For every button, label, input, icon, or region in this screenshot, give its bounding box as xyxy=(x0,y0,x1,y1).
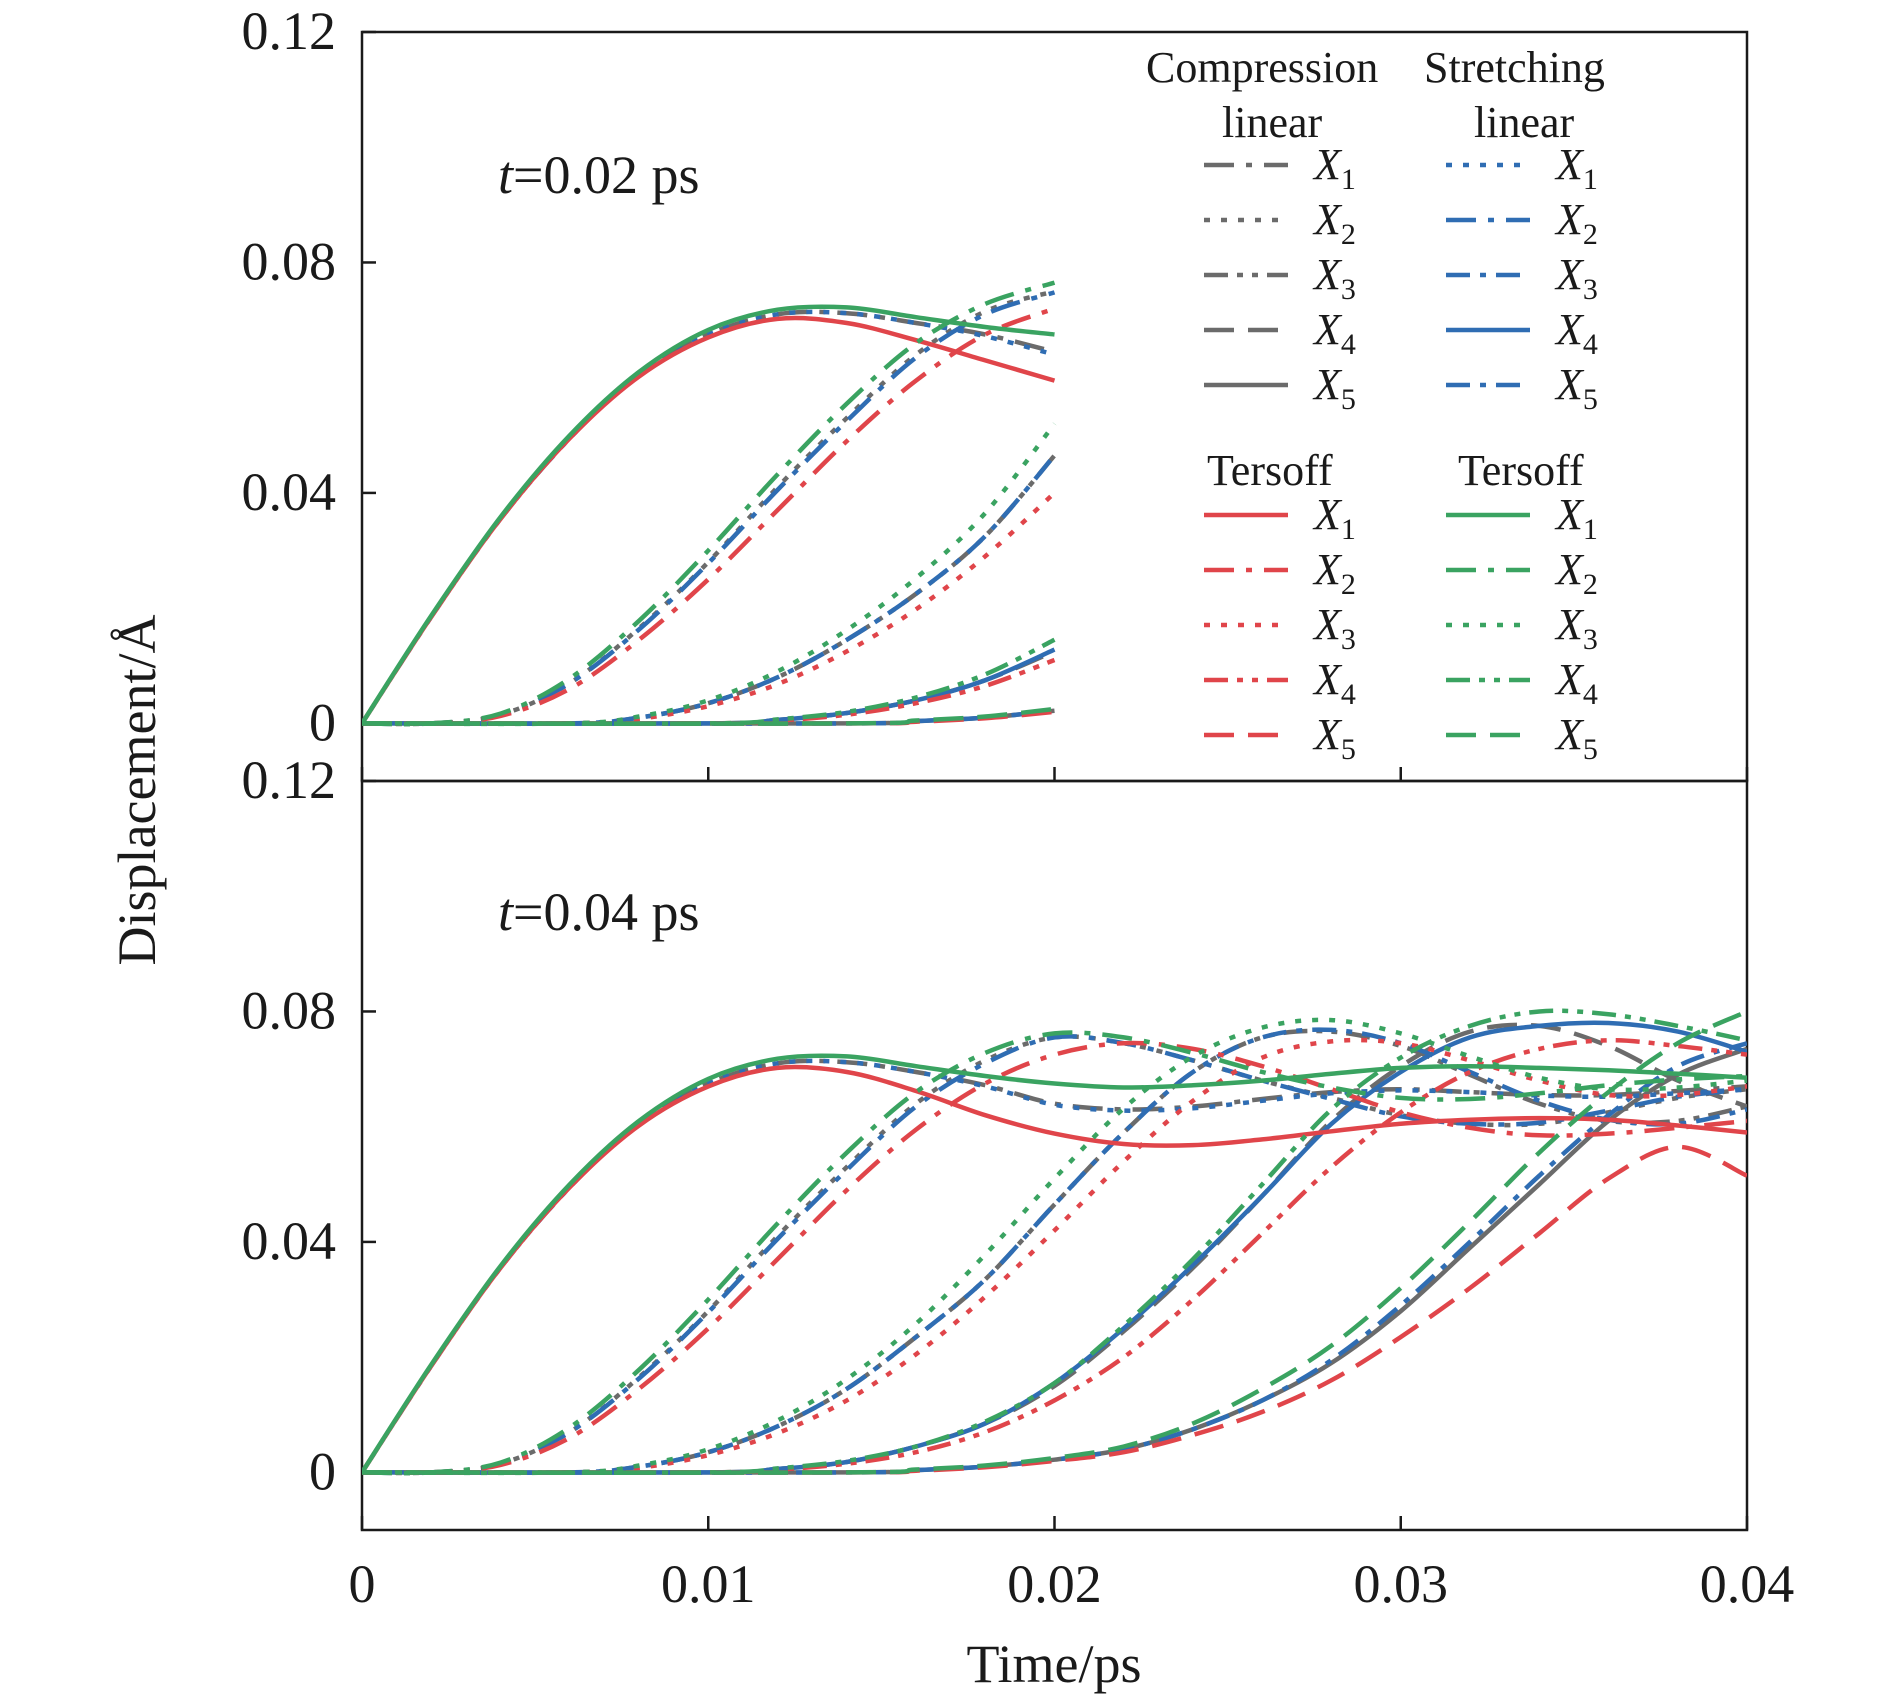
top-panel-axes: 0 0.04 0.08 0.12 xyxy=(242,1,1749,781)
annotation-rest: =0.02 ps xyxy=(513,145,699,205)
legend-entry-label: X5 xyxy=(1554,360,1598,416)
y-tick-label: 0.04 xyxy=(242,1211,337,1271)
series-line-stretching-linear-x5 xyxy=(362,1041,1747,1475)
y-tick-label: 0.12 xyxy=(242,750,337,810)
legend-entry-label: X5 xyxy=(1554,710,1598,766)
series-line-stretching-linear-x4 xyxy=(362,1020,1747,1475)
series-line-compression-tersoff-x5 xyxy=(362,1144,1747,1475)
legend-entry-label: X3 xyxy=(1554,250,1598,306)
top-panel-series xyxy=(362,280,1057,727)
legend-entry-label: X5 xyxy=(1312,360,1356,416)
legend-compression-header: Compression xyxy=(1146,43,1378,92)
series-line-compression-linear-x5 xyxy=(362,1046,1747,1475)
legend: Compression Stretching linear linear Ter… xyxy=(1146,43,1605,766)
legend-stretching-linear-label: linear xyxy=(1474,98,1575,147)
legend-entry-label: X5 xyxy=(1312,710,1356,766)
series-line-compression-tersoff-x1 xyxy=(362,315,1056,725)
y-tick-label: 0.08 xyxy=(242,980,337,1040)
x-tick-label: 0.04 xyxy=(1700,1554,1795,1614)
series-line-stretching-tersoff-x2 xyxy=(362,1030,1747,1476)
series-line-compression-linear-x2 xyxy=(362,289,1056,727)
series-line-stretching-tersoff-x1 xyxy=(362,304,1055,725)
x-tick-label: 0.01 xyxy=(661,1554,756,1614)
legend-stretching-tersoff-label: Tersoff xyxy=(1458,446,1584,495)
bottom-panel-annotation: t=0.04 ps xyxy=(498,882,699,942)
legend-entry-label: X1 xyxy=(1554,140,1598,196)
series-line-stretching-linear-x3 xyxy=(362,454,1057,727)
series-line-stretching-tersoff-x2 xyxy=(362,280,1056,727)
bottom-panel-axes: 0 0.04 0.08 0.12 0 0.01 0.02 0.03 0.04 xyxy=(242,750,1795,1614)
legend-entry-label: X2 xyxy=(1554,545,1598,601)
series-line-compression-tersoff-x3 xyxy=(362,1037,1747,1476)
legend-entry-label: X1 xyxy=(1312,140,1356,196)
legend-entry-label: X1 xyxy=(1312,490,1356,546)
legend-entry-label: X4 xyxy=(1554,655,1598,711)
series-line-compression-linear-x3 xyxy=(362,454,1057,727)
legend-entry-label: X2 xyxy=(1554,195,1598,251)
series-line-compression-linear-x4 xyxy=(362,649,1056,726)
legend-entry-label: X1 xyxy=(1554,490,1598,546)
annotation-italic-t: t xyxy=(498,145,515,205)
annotation-italic-t: t xyxy=(498,882,515,942)
series-line-stretching-tersoff-x5 xyxy=(362,1009,1747,1475)
series-line-stretching-tersoff-x4 xyxy=(362,637,1056,726)
x-axis-label: Time/ps xyxy=(966,1634,1141,1694)
legend-entry-label: X2 xyxy=(1312,545,1356,601)
x-tick-label: 0 xyxy=(349,1554,376,1614)
legend-stretching-header: Stretching xyxy=(1424,43,1605,92)
y-tick-label: 0.04 xyxy=(242,462,337,522)
series-line-stretching-linear-x2 xyxy=(362,1034,1747,1476)
series-line-compression-tersoff-x2 xyxy=(362,306,1056,727)
legend-entry-label: X4 xyxy=(1312,305,1356,361)
series-line-compression-linear-x1 xyxy=(362,309,1056,725)
series-line-compression-tersoff-x1 xyxy=(362,1064,1747,1474)
series-line-stretching-linear-x2 xyxy=(362,290,1056,727)
y-tick-label: 0 xyxy=(309,692,336,752)
series-line-stretching-tersoff-x3 xyxy=(362,1017,1747,1476)
series-line-stretching-tersoff-x4 xyxy=(362,1008,1747,1475)
series-line-compression-tersoff-x2 xyxy=(362,1040,1747,1476)
top-panel-annotation: t=0.02 ps xyxy=(498,145,699,205)
series-line-compression-linear-x2 xyxy=(362,1034,1747,1476)
series-line-stretching-tersoff-x5 xyxy=(362,706,1055,726)
y-axis-label: Displacement/Å xyxy=(107,615,167,966)
legend-entry-label: X3 xyxy=(1312,600,1356,656)
x-tick-label: 0.02 xyxy=(1007,1554,1102,1614)
series-line-stretching-tersoff-x1 xyxy=(362,1053,1747,1474)
y-tick-label: 0.08 xyxy=(242,231,337,291)
series-line-stretching-linear-x4 xyxy=(362,647,1056,726)
series-line-stretching-linear-x1 xyxy=(362,309,1056,725)
legend-entry-label: X4 xyxy=(1312,655,1356,711)
legend-entry-label: X3 xyxy=(1554,600,1598,656)
bottom-panel-series xyxy=(362,1008,1747,1476)
y-tick-label: 0.12 xyxy=(242,1,337,61)
legend-entry-label: X3 xyxy=(1312,250,1356,306)
legend-compression-tersoff-label: Tersoff xyxy=(1207,446,1333,495)
legend-compression-linear-label: linear xyxy=(1222,98,1323,147)
x-tick-label: 0.03 xyxy=(1354,1554,1449,1614)
series-line-stretching-tersoff-x3 xyxy=(362,422,1057,727)
annotation-rest: =0.04 ps xyxy=(513,882,699,942)
legend-entry-label: X4 xyxy=(1554,305,1598,361)
y-tick-label: 0 xyxy=(309,1441,336,1501)
legend-entry-label: X2 xyxy=(1312,195,1356,251)
